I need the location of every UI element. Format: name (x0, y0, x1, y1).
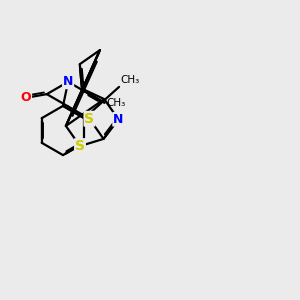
Text: S: S (84, 112, 94, 126)
Text: N: N (63, 75, 73, 88)
Text: CH₃: CH₃ (121, 74, 140, 85)
Text: S: S (75, 139, 85, 153)
Text: O: O (21, 91, 31, 104)
Text: N: N (113, 113, 124, 126)
Text: CH₃: CH₃ (106, 98, 125, 108)
